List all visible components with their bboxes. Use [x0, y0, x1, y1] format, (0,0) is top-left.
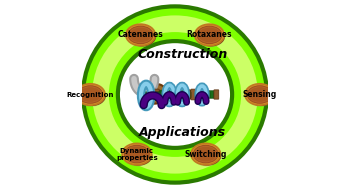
FancyBboxPatch shape — [185, 90, 190, 99]
Ellipse shape — [76, 85, 106, 107]
Ellipse shape — [124, 145, 149, 163]
FancyBboxPatch shape — [214, 90, 219, 99]
Ellipse shape — [193, 146, 221, 166]
Ellipse shape — [124, 146, 152, 166]
Ellipse shape — [126, 147, 148, 161]
Text: Construction: Construction — [137, 48, 228, 61]
Ellipse shape — [195, 24, 224, 46]
Text: Dynamic
properties: Dynamic properties — [116, 148, 158, 161]
Ellipse shape — [197, 26, 222, 44]
Ellipse shape — [128, 26, 156, 46]
Ellipse shape — [76, 84, 105, 105]
Ellipse shape — [123, 145, 153, 166]
Ellipse shape — [127, 26, 156, 47]
Ellipse shape — [192, 145, 222, 166]
Ellipse shape — [122, 143, 152, 165]
Ellipse shape — [195, 147, 217, 161]
Ellipse shape — [79, 87, 102, 102]
FancyBboxPatch shape — [154, 89, 159, 100]
Ellipse shape — [193, 145, 218, 163]
Text: Rotaxanes: Rotaxanes — [187, 30, 232, 40]
Ellipse shape — [126, 24, 155, 46]
Ellipse shape — [247, 86, 272, 103]
Ellipse shape — [198, 28, 220, 42]
Text: Catenanes: Catenanes — [118, 30, 163, 40]
Ellipse shape — [246, 85, 275, 107]
Ellipse shape — [78, 86, 106, 106]
Ellipse shape — [78, 86, 103, 103]
Ellipse shape — [196, 26, 225, 47]
FancyBboxPatch shape — [158, 90, 192, 99]
Ellipse shape — [248, 87, 271, 102]
Ellipse shape — [128, 26, 153, 44]
Text: Switching: Switching — [184, 149, 227, 159]
FancyBboxPatch shape — [189, 91, 215, 98]
FancyBboxPatch shape — [145, 92, 164, 101]
Text: Sensing: Sensing — [243, 90, 277, 99]
Ellipse shape — [245, 84, 274, 105]
Text: Applications: Applications — [139, 126, 226, 139]
Ellipse shape — [130, 28, 152, 42]
Ellipse shape — [197, 26, 225, 46]
Ellipse shape — [191, 143, 220, 165]
FancyBboxPatch shape — [191, 89, 196, 100]
Text: Recognition: Recognition — [66, 91, 114, 98]
Ellipse shape — [247, 86, 275, 106]
